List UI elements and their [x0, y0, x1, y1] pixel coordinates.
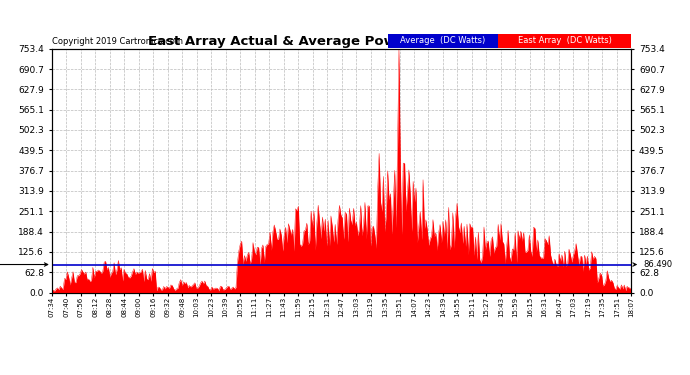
FancyBboxPatch shape	[388, 34, 498, 48]
Text: 86.490: 86.490	[633, 260, 672, 269]
FancyBboxPatch shape	[498, 34, 631, 48]
Text: 86.490: 86.490	[0, 260, 48, 269]
Text: East Array  (DC Watts): East Array (DC Watts)	[518, 36, 611, 45]
Text: Copyright 2019 Cartronics.com: Copyright 2019 Cartronics.com	[52, 38, 184, 46]
Title: East Array Actual & Average Power Fri Oct 11 18:10: East Array Actual & Average Power Fri Oc…	[148, 34, 535, 48]
Text: Average  (DC Watts): Average (DC Watts)	[400, 36, 486, 45]
